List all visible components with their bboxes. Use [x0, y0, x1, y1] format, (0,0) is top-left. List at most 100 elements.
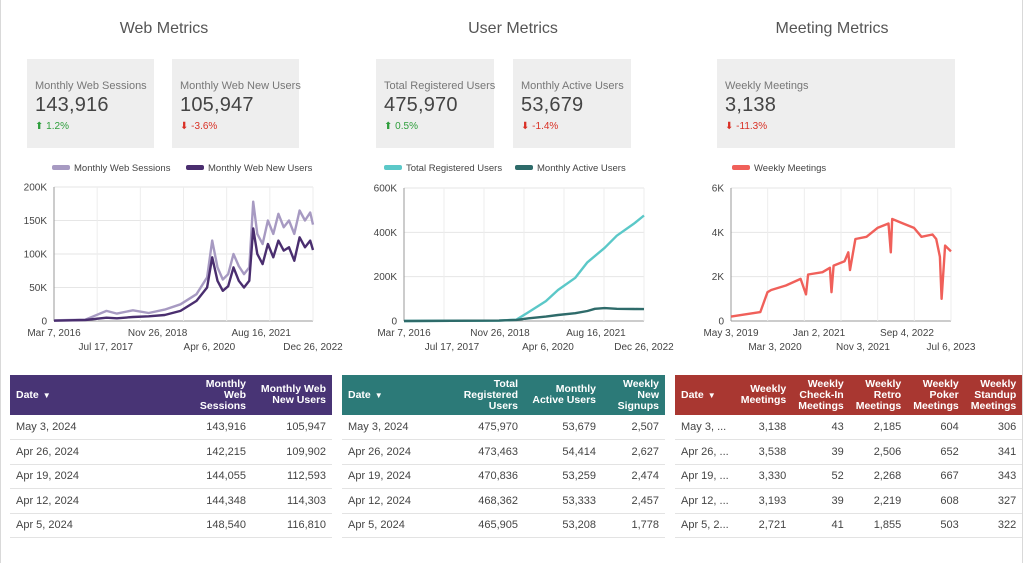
column-header[interactable]: Monthly Web New Users: [252, 375, 332, 415]
kpi-monthly-web-new-users[interactable]: Monthly Web New Users 105,947 ⬇ -3.6%: [172, 59, 301, 148]
column-header[interactable]: Total Registered Users: [452, 375, 524, 415]
table-row[interactable]: Apr 5, 2... 2,721 41 1,855 503 322: [675, 513, 1023, 538]
cell-value: 109,902: [252, 439, 332, 465]
table-row[interactable]: May 3, 2024 475,970 53,679 2,507: [342, 415, 665, 440]
cell-value: 43: [792, 415, 850, 440]
series-line-weekly-meetings[interactable]: [730, 217, 952, 318]
table-row[interactable]: Apr 12, 2024 468,362 53,333 2,457: [342, 488, 665, 514]
series-line-monthly-web-new-users[interactable]: [53, 227, 315, 322]
kpi-delta: ⬇ -11.3%: [725, 121, 768, 132]
cell-value: 604: [907, 415, 965, 440]
cell-value: 53,333: [524, 488, 602, 514]
web-metrics-chart[interactable]: 0 50K 100K 150K 200K Mar 7, 2016 Nov 26, 2018 A…: [0, 155, 344, 355]
cell-date: Apr 19, 2024: [10, 464, 180, 489]
web-metrics-table: Date ▼ Monthly Web Sessions Monthly Web New…: [10, 375, 332, 538]
column-header[interactable]: Monthly Active Users: [524, 375, 602, 415]
column-header[interactable]: Monthly Web Sessions: [180, 375, 252, 415]
legend-label[interactable]: Weekly Meetings: [754, 163, 826, 174]
user-metrics-chart[interactable]: 0 200K 400K 600K Mar 7, 2016 Nov 26, 2018 Aug …: [340, 155, 675, 355]
cell-value: 144,055: [180, 464, 252, 489]
kpi-monthly-web-sessions[interactable]: Monthly Web Sessions 143,916 ⬆ 1.2%: [27, 59, 154, 148]
kpi-value: 3,138: [725, 94, 777, 116]
cell-date: May 3, 2024: [342, 415, 452, 440]
column-header-date[interactable]: Date ▼: [675, 375, 735, 415]
kpi-value: 143,916: [35, 94, 109, 116]
column-header-date[interactable]: Date ▼: [10, 375, 180, 415]
kpi-weekly-meetings[interactable]: Weekly Meetings 3,138 ⬇ -11.3%: [717, 59, 955, 148]
y-tick-label: 400K: [374, 228, 398, 239]
column-header-date[interactable]: Date ▼: [342, 375, 452, 415]
legend-swatch: [515, 165, 533, 170]
table-row[interactable]: Apr 19, 2024 470,836 53,259 2,474: [342, 464, 665, 489]
table-row[interactable]: Apr 26, ... 3,538 39 2,506 652 341: [675, 439, 1023, 465]
column-header[interactable]: Weekly Check-In Meetings: [792, 375, 850, 415]
kpi-monthly-active-users[interactable]: Monthly Active Users 53,679 ⬇ -1.4%: [513, 59, 631, 148]
legend-label[interactable]: Monthly Web Sessions: [74, 163, 171, 174]
column-header[interactable]: Weekly Standup Meetings: [964, 375, 1023, 415]
y-tick-label: 200K: [374, 272, 398, 283]
table-row[interactable]: Apr 5, 2024 148,540 116,810: [10, 513, 332, 538]
frame-left-border: [0, 0, 1, 563]
cell-value: 322: [964, 513, 1023, 538]
column-header[interactable]: Weekly Poker Meetings: [907, 375, 965, 415]
cell-value: 105,947: [252, 415, 332, 440]
column-header[interactable]: Weekly Retro Meetings: [849, 375, 908, 415]
legend-swatch: [186, 165, 204, 170]
table-row[interactable]: Apr 19, 2024 144,055 112,593: [10, 464, 332, 489]
legend-swatch: [52, 165, 70, 170]
column-header[interactable]: Weekly New Signups: [602, 375, 665, 415]
web-metrics-title: Web Metrics: [119, 20, 209, 37]
legend-label[interactable]: Monthly Web New Users: [208, 163, 313, 174]
cell-value: 465,905: [452, 513, 524, 538]
arrow-up-icon: ⬆: [384, 121, 393, 132]
kpi-total-registered-users[interactable]: Total Registered Users 475,970 ⬆ 0.5%: [376, 59, 495, 148]
x-tick-label: Dec 26, 2022: [283, 342, 343, 353]
table-row[interactable]: May 3, 2024 143,916 105,947: [10, 415, 332, 440]
cell-date: Apr 12, ...: [675, 488, 735, 514]
meeting-metrics-chart[interactable]: 0 2K 4K 6K May 3, 2019 Jan 2, 2021 Sep 4, 2022…: [680, 155, 1010, 355]
cell-value: 306: [964, 415, 1023, 440]
table-row[interactable]: Apr 12, ... 3,193 39 2,219 608 327: [675, 488, 1023, 514]
cell-value: 148,540: [180, 513, 252, 538]
series-line-monthly-active-users[interactable]: [403, 306, 645, 323]
table-row[interactable]: Apr 12, 2024 144,348 114,303: [10, 488, 332, 514]
y-tick-label: 6K: [712, 184, 725, 195]
table-row[interactable]: May 3, ... 3,138 43 2,185 604 306: [675, 415, 1023, 440]
cell-value: 652: [907, 439, 965, 465]
table-row[interactable]: Apr 26, 2024 473,463 54,414 2,627: [342, 439, 665, 465]
table-row[interactable]: Apr 26, 2024 142,215 109,902: [10, 439, 332, 465]
cell-value: 343: [964, 464, 1023, 489]
kpi-label: Monthly Active Users: [521, 80, 624, 92]
x-tick-label: Aug 16, 2021: [566, 328, 626, 339]
cell-value: 144,348: [180, 488, 252, 514]
x-tick-label: Aug 16, 2021: [231, 328, 291, 339]
cell-value: 1,778: [602, 513, 665, 538]
cell-value: 503: [907, 513, 965, 538]
table-row[interactable]: Apr 19, ... 3,330 52 2,268 667 343: [675, 464, 1023, 489]
user-metrics-table: Date ▼ Total Registered Users Monthly Activ…: [342, 375, 665, 538]
y-tick-label: 0: [41, 317, 47, 328]
meeting-metrics-table: Date ▼ Weekly Meetings Weekly Check-In Meet…: [675, 375, 1023, 538]
column-header[interactable]: Weekly Meetings: [734, 375, 793, 415]
cell-value: 3,193: [734, 488, 793, 514]
kpi-value: 53,679: [521, 94, 584, 116]
cell-date: Apr 12, 2024: [342, 488, 452, 514]
legend-label[interactable]: Total Registered Users: [406, 163, 502, 174]
cell-value: 142,215: [180, 439, 252, 465]
y-tick-label: 150K: [24, 216, 48, 227]
table-row[interactable]: Apr 5, 2024 465,905 53,208 1,778: [342, 513, 665, 538]
sort-desc-icon[interactable]: ▼: [374, 390, 383, 400]
cell-date: Apr 26, 2024: [342, 439, 452, 465]
x-tick-label: Jul 17, 2017: [425, 342, 480, 353]
cell-date: Apr 26, 2024: [10, 439, 180, 465]
legend-label[interactable]: Monthly Active Users: [537, 163, 626, 174]
x-tick-label: Nov 26, 2018: [470, 328, 530, 339]
sort-desc-icon[interactable]: ▼: [707, 390, 716, 400]
arrow-up-icon: ⬆: [35, 121, 44, 132]
kpi-delta: ⬇ -3.6%: [180, 121, 218, 132]
cell-value: 3,330: [734, 464, 793, 489]
kpi-value: 105,947: [180, 94, 254, 116]
sort-desc-icon[interactable]: ▼: [42, 390, 51, 400]
cell-value: 2,219: [849, 488, 908, 514]
series-line-monthly-web-sessions[interactable]: [53, 200, 315, 322]
